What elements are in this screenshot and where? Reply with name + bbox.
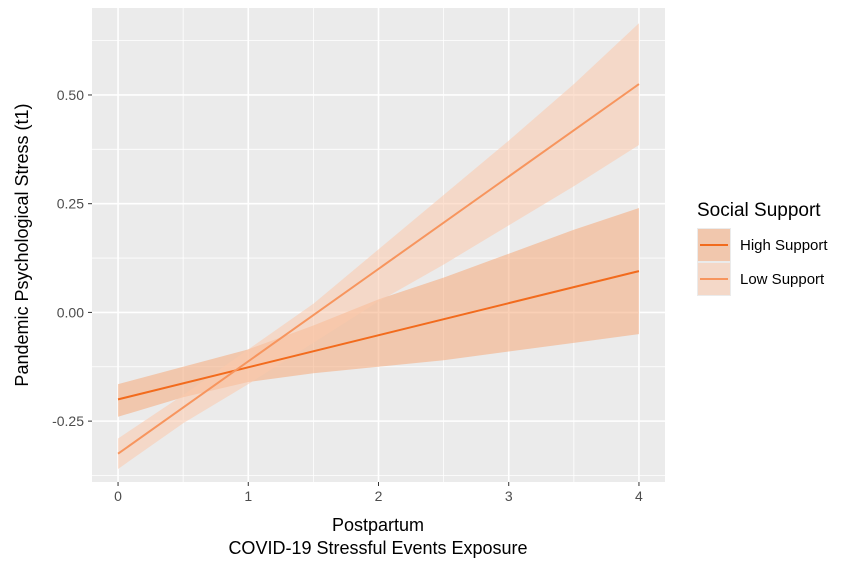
legend-label-high-support: High Support [740,237,828,254]
x-tick-label: 2 [375,488,383,504]
series-line-high-support [117,270,640,401]
confidence-band-low-support [118,23,639,469]
x-tick-label: 4 [635,488,643,504]
x-tick-label: 0 [114,488,122,504]
legend-keys: High Support Low Support [697,228,828,296]
y-tick-label: -0.25 [52,413,84,429]
series-line-low-support [117,83,640,455]
legend-title: Social Support [697,200,821,221]
x-tick-label: 3 [505,488,513,504]
y-tick-label: 0.50 [57,87,84,103]
x-axis-title: Postpartum [332,515,424,535]
confidence-bands [118,23,639,469]
y-tick-label: 0.25 [57,196,84,212]
x-axis-title-line2: COVID-19 Stressful Events Exposure [228,538,527,558]
x-tick-label: 1 [244,488,252,504]
y-axis-title: Pandemic Psychological Stress (t1) [12,103,32,386]
legend-label-low-support: Low Support [740,271,825,288]
axes: 0 1 2 3 4 -0.25 0.00 0.25 0.50 [52,87,643,504]
y-tick-label: 0.00 [57,304,84,320]
series-lines [117,83,640,455]
legend: Social Support High Support Low Support [697,200,828,296]
